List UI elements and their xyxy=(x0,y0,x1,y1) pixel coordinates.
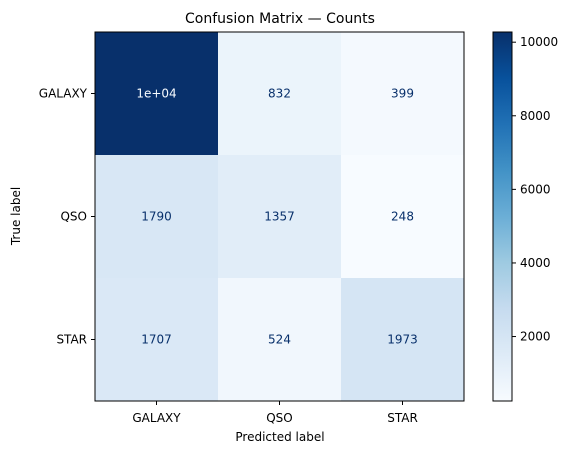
x-axis-label: Predicted label xyxy=(235,430,324,444)
x-tick-label: GALAXY xyxy=(132,411,181,425)
x-tick-label: STAR xyxy=(387,411,418,425)
heatmap-cell xyxy=(341,278,465,402)
cell-value-label: 1707 xyxy=(141,333,172,347)
y-tick-label: GALAXY xyxy=(39,87,88,101)
x-axis-ticks: GALAXY QSO STAR xyxy=(132,401,418,425)
colorbar-tick-label: 6000 xyxy=(520,182,551,196)
heatmap-cell xyxy=(341,155,465,279)
colorbar-tick-label: 2000 xyxy=(520,330,551,344)
y-axis-label: True label xyxy=(9,187,23,246)
cell-value-label: 399 xyxy=(391,87,414,101)
heatmap-cell xyxy=(218,155,342,279)
cell-value-label: 1e+04 xyxy=(136,87,176,101)
cell-value-label: 1973 xyxy=(387,333,418,347)
y-tick-label: STAR xyxy=(56,333,87,347)
heatmap-cells: 1e+04 832 399 1790 1357 248 1707 524 1973 xyxy=(95,32,465,402)
heatmap-cell xyxy=(218,278,342,402)
colorbar-tick-label: 10000 xyxy=(520,35,558,49)
colorbar-tick-label: 4000 xyxy=(520,256,551,270)
heatmap-cell xyxy=(341,32,465,156)
heatmap-cell xyxy=(218,32,342,156)
x-tick-label: QSO xyxy=(266,411,293,425)
cell-value-label: 1357 xyxy=(264,210,295,224)
colorbar xyxy=(492,31,513,402)
cell-value-label: 832 xyxy=(268,87,291,101)
y-axis-ticks: GALAXY QSO STAR xyxy=(39,87,95,347)
colorbar-tick-label: 8000 xyxy=(520,109,551,123)
chart-title: Confusion Matrix — Counts xyxy=(185,11,375,27)
cell-value-label: 524 xyxy=(268,333,291,347)
cell-value-label: 248 xyxy=(391,210,414,224)
cell-value-label: 1790 xyxy=(141,210,172,224)
heatmap-cell xyxy=(95,32,219,156)
heatmap-cell xyxy=(95,278,219,402)
heatmap-cell xyxy=(95,155,219,279)
y-tick-label: QSO xyxy=(60,210,87,224)
colorbar-ticks: 2000 4000 6000 8000 10000 xyxy=(512,35,558,344)
